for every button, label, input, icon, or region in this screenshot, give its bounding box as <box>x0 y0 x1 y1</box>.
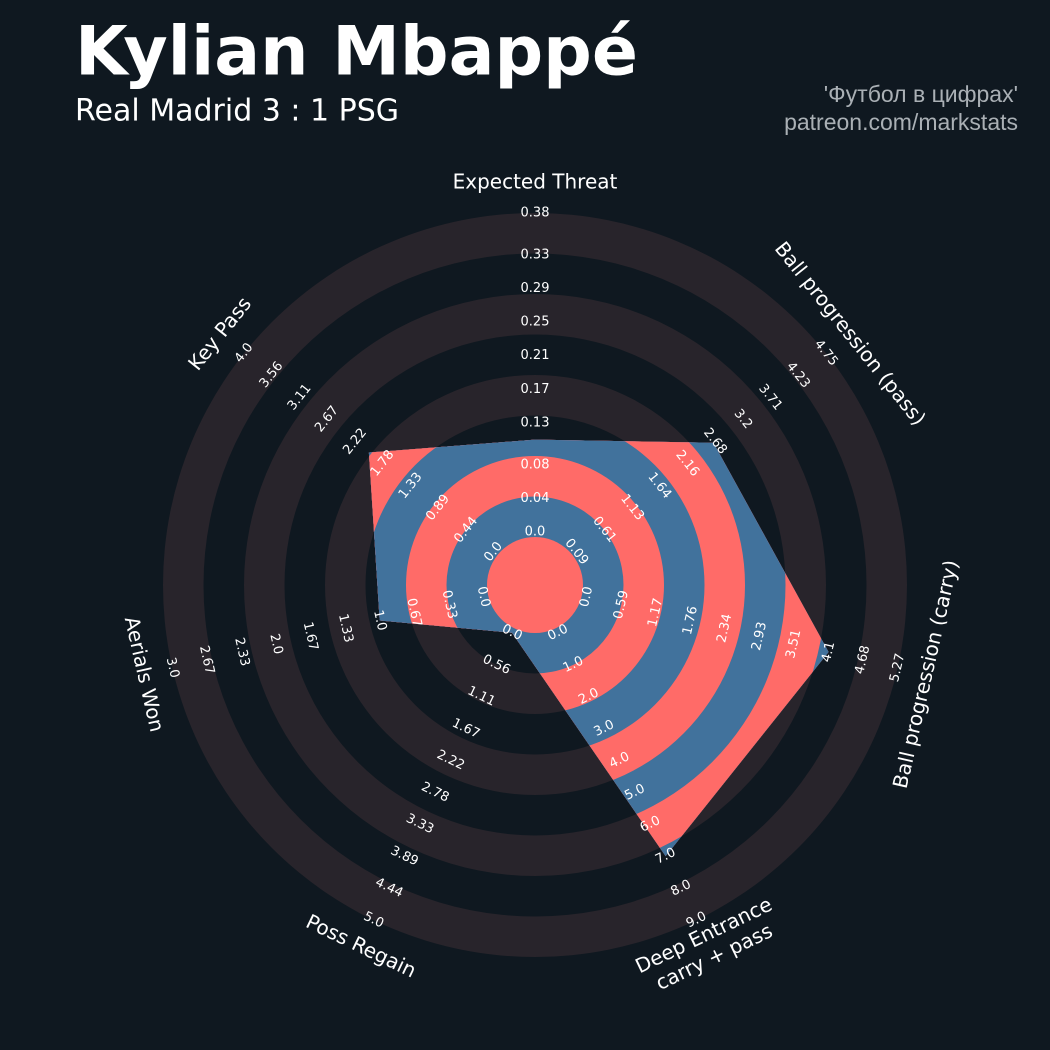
tick-label: 2.93 <box>749 620 770 652</box>
tick-label: 0.21 <box>521 348 550 363</box>
tick-label: 1.17 <box>645 597 666 629</box>
tick-label: 1.67 <box>300 621 321 653</box>
credit: patreon.com/markstats <box>784 109 1018 135</box>
chart-subtitle: Real Madrid 3 : 1 PSG <box>75 94 399 129</box>
tick-label: 2.33 <box>231 636 252 668</box>
tick-label: 0.38 <box>521 206 550 221</box>
tick-label: 4.68 <box>852 644 873 676</box>
tick-label: 1.0 <box>370 609 389 633</box>
tick-label: 0.17 <box>521 382 550 397</box>
param-label: Expected Threat <box>453 170 618 194</box>
param-label: Aerials Won <box>120 614 170 734</box>
radar-ring <box>487 537 583 633</box>
tick-label: 2.0 <box>266 632 285 656</box>
tick-label: 0.13 <box>521 415 550 430</box>
tick-label: 1.33 <box>335 612 356 644</box>
tick-label: 0.67 <box>403 597 424 629</box>
tick-label: 0.33 <box>439 589 460 621</box>
tick-label: 4.1 <box>819 640 838 664</box>
tick-label: 3.51 <box>783 628 804 660</box>
tick-label: 0.0 <box>474 585 493 609</box>
param-label-line: Expected Threat <box>453 170 618 194</box>
credit: 'Футбол в цифрах' <box>824 81 1018 107</box>
tick-label: 0.08 <box>521 457 550 472</box>
chart-title: Kylian Mbappé <box>75 13 638 92</box>
tick-label: 0.33 <box>521 247 550 262</box>
tick-label: 2.67 <box>196 644 217 676</box>
param-label-line: Aerials Won <box>120 614 170 734</box>
tick-label: 0.0 <box>577 585 596 609</box>
tick-label: 0.29 <box>521 281 550 296</box>
tick-label: 0.25 <box>521 315 550 330</box>
tick-label: 0.04 <box>521 491 550 506</box>
tick-label: 2.34 <box>714 613 735 645</box>
tick-label: 0.0 <box>525 525 546 540</box>
tick-label: 5.27 <box>887 652 908 684</box>
tick-label: 0.59 <box>611 589 632 621</box>
tick-label: 1.76 <box>680 605 701 637</box>
tick-label: 3.0 <box>163 656 182 680</box>
